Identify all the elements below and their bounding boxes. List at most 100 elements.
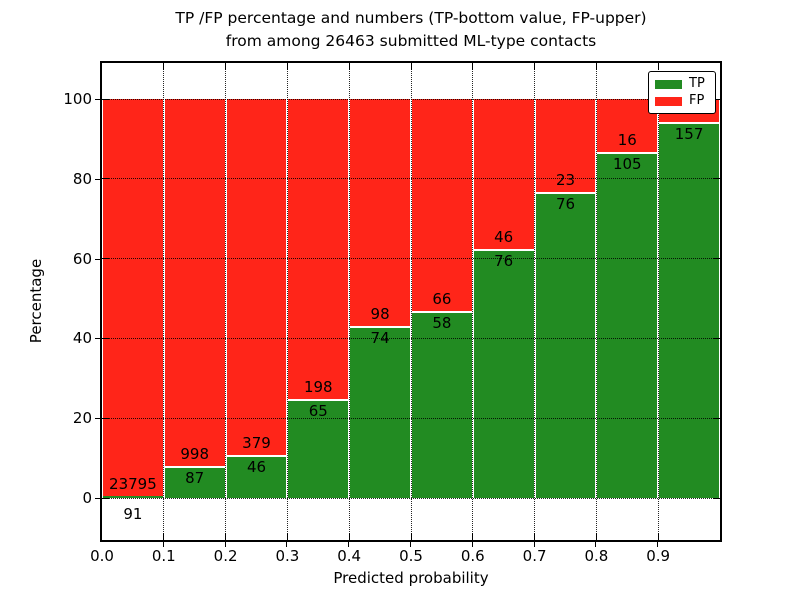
x-tick-mark-out [162,542,164,547]
x-tick-label: 0.8 [584,547,609,565]
y-tick-mark-right [713,98,720,100]
fp-bar-segment [472,99,535,250]
tp-bar-segment [534,191,597,498]
x-tick-mark-out [471,542,473,547]
x-tick-mark-top [657,63,659,70]
tp-count-label: 76 [555,194,576,213]
fp-count-label: 198 [303,378,333,397]
tp-bar-segment [411,311,473,498]
fp-count-label: 23795 [109,475,157,494]
x-tick-mark-top [595,63,597,70]
y-gridline [102,258,720,260]
x-tick-mark-bottom [348,533,350,540]
x-tick-mark-bottom [163,533,165,540]
y-gridline [102,497,720,499]
tp-count-label: 74 [370,329,390,348]
y-tick-mark-left [102,258,109,260]
x-tick-mark-out [595,542,597,547]
x-axis-label: Predicted probability [333,569,489,587]
chart-title-line-1: TP /FP percentage and numbers (TP-bottom… [175,9,647,27]
fp-legend-swatch [655,96,682,106]
legend: TP FP [648,71,716,114]
x-tick-mark-bottom [286,533,288,540]
tp-count-label: 76 [494,252,514,271]
y-tick-mark-right [713,417,720,419]
tp-count-label: 87 [185,469,205,487]
chart-title-line-2: from among 26463 submitted ML-type conta… [225,32,597,50]
fp-bar-segment [534,99,597,192]
x-tick-mark-out [286,542,288,547]
x-tick-mark-bottom [657,533,659,540]
x-tick-label: 0.2 [213,547,238,565]
x-tick-mark-top [410,63,412,70]
x-tick-mark-out [224,542,226,547]
fp-bar-segment [163,99,226,466]
x-tick-label: 0.5 [399,547,423,565]
x-tick-mark-top [286,63,288,70]
y-gridline [102,98,720,100]
y-tick-mark-out [95,258,100,260]
fp-count-label: 998 [180,445,209,463]
fp-bar-segment [102,99,164,497]
y-tick-mark-right [713,497,720,499]
y-tick-mark-left [102,497,109,499]
fp-legend-label: FP [689,93,705,108]
y-tick-mark-left [102,178,109,180]
y-tick-mark-left [102,337,109,339]
y-tick-label: 0 [82,489,92,507]
x-tick-mark-top [225,63,227,70]
fp-bar-segment [411,99,473,312]
tp-count-label: 91 [123,505,143,524]
fp-bar-segment [349,99,411,327]
x-tick-label: 0.3 [275,547,300,565]
x-gridline [163,63,165,540]
fp-count-label: 16 [617,130,637,149]
tp-count-label: 58 [432,314,452,333]
y-tick-mark-left [102,417,109,419]
x-tick-mark-out [533,542,535,547]
x-gridline [348,63,350,540]
y-gridline [102,417,720,419]
x-tick-mark-top [163,63,165,70]
y-tick-label: 100 [63,90,92,108]
y-tick-mark-out [95,498,100,499]
x-tick-mark-bottom [534,533,536,540]
x-tick-label: 0.1 [151,547,176,565]
tp-count-label: 157 [674,125,704,144]
x-tick-mark-top [348,63,350,70]
y-tick-label: 20 [72,409,92,428]
x-gridline [472,63,474,540]
fp-count-label: 66 [432,290,452,309]
tp-bar-segment [349,326,411,498]
fp-count-label: 23 [555,170,576,189]
y-tick-mark-out [95,99,100,100]
x-gridline [410,63,412,540]
y-axis-label: Percentage [27,258,45,344]
x-tick-mark-bottom [595,533,597,540]
x-tick-mark-out [348,542,350,547]
y-gridline [102,178,720,180]
fp-bar-segment [596,99,659,152]
x-tick-label: 0.7 [522,547,547,565]
plot-area: TP FP 23795 91 998 87 379 46 198 65 98 74 66 58 46 76… [100,61,722,542]
y-tick-mark-out [95,178,100,180]
legend-item-tp: TP [655,77,709,91]
tp-count-label: 46 [246,457,267,476]
tp-bar-segment [472,249,535,498]
y-gridline [102,337,720,339]
x-tick-mark-top [472,63,474,70]
y-tick-label: 80 [72,169,92,188]
y-tick-label: 60 [72,249,92,268]
x-gridline [286,63,288,540]
x-tick-mark-out [410,542,411,547]
fp-bar-segment [287,99,350,400]
tp-count-label: 65 [308,402,328,421]
tp-legend-label: TP [689,76,705,91]
fp-count-label: 379 [242,433,271,452]
x-tick-mark-bottom [225,533,227,540]
y-tick-mark-right [713,337,720,339]
x-tick-mark-top [534,63,536,70]
x-gridline [534,63,536,540]
x-tick-label: 0.9 [646,547,671,565]
